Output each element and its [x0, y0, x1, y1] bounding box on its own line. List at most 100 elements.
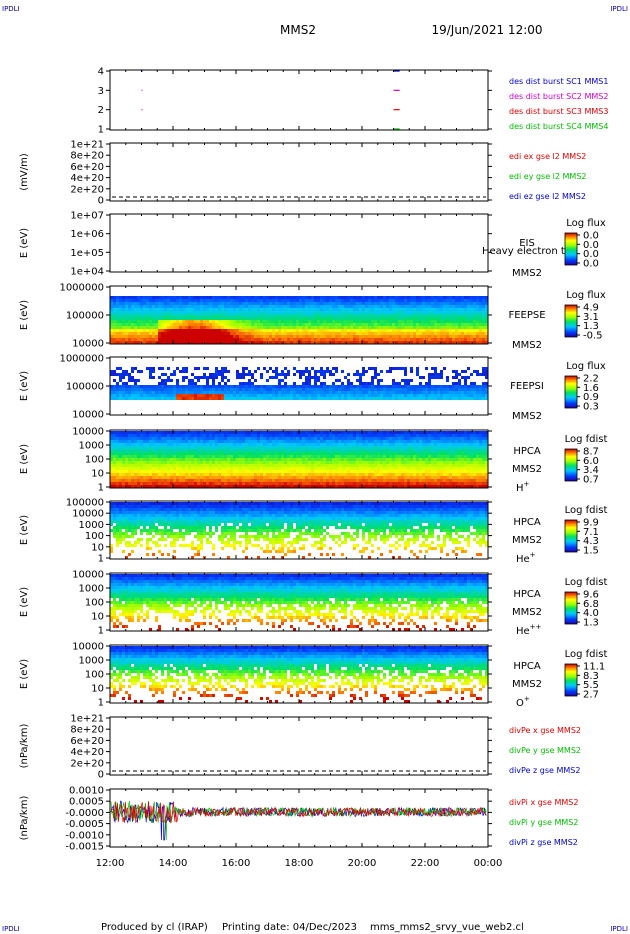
species-charge: +: [524, 695, 530, 703]
colorbar-tick-label-p7: 7.1: [583, 527, 599, 538]
y-tick-label-p11: 0.0005: [69, 797, 104, 808]
colorbar-tick-label-p3: 0.0: [583, 259, 599, 270]
panel-p4: 1000000 100000 10000 E (eV) FEEPSE MMS2 Log fl…: [19, 283, 606, 352]
spacecraft-label-p8: MMS2: [512, 607, 542, 618]
y-tick-label-p8: 1000: [79, 584, 104, 595]
panel-p5: 1000000 100000 10000 E (eV) FEEPSI MMS2 Log fl…: [19, 354, 606, 423]
species-label-p8: He++: [516, 623, 542, 637]
y-tick-label-p9: 100: [85, 670, 104, 681]
panel-p6: 10000 1000 100 10 1 E (eV) HPCA MMS2 H+ Log fdist…: [19, 427, 607, 495]
legend-entry-p1: des dist burst SC4 MMS4: [509, 122, 608, 131]
colorbar-tick-label-p4: -0.5: [583, 331, 603, 342]
colorbar-tick-label-p5: 1.6: [583, 383, 599, 394]
y-tick-label-p9: 10000: [72, 642, 104, 653]
x-tick-label: 18:00: [285, 858, 314, 869]
y-axis-label-p9: E (eV): [19, 659, 30, 689]
y-tick-label-p8: 100: [85, 598, 104, 609]
colorbar-tick-label-p3: 0.0: [583, 240, 599, 251]
y-tick-label-p11: -0.0015: [65, 842, 104, 853]
y-axis-label-p3: E (eV): [19, 228, 30, 258]
y-tick-label-p11: -0.0000: [65, 808, 104, 819]
y-tick-label-p6: 10000: [72, 427, 104, 438]
species-charge: +: [524, 480, 530, 488]
y-tick-label-p9: 10: [91, 684, 104, 695]
legend-entry-p10: divPe y gse MMS2: [509, 746, 581, 755]
corner-label-top-left: IPDLI: [2, 5, 20, 13]
y-tick-label-p6: 1: [98, 483, 104, 494]
y-tick-label-p9: 1000: [79, 656, 104, 667]
colorbar-tick-label-p6: 8.7: [583, 447, 599, 458]
frame-p1: [109, 69, 489, 131]
instrument-label-p5: FEEPSI: [510, 381, 544, 392]
legend-entry-p11: divPi x gse MMS2: [509, 798, 578, 807]
legend-entry-p11: divPi z gse MMS2: [509, 838, 578, 847]
instrument-label-p9: HPCA: [513, 661, 541, 672]
y-tick-label-p3: 1e+04: [70, 267, 104, 278]
colorbar-tick-label-p3: 0.0: [583, 249, 599, 260]
colorbar-tick-label-p5: 0.9: [583, 392, 599, 403]
legend-entry-p2: edi ex gse l2 MMS2: [509, 152, 586, 161]
y-tick-label-p5: 100000: [66, 382, 104, 393]
colorbar-tick-label-p9: 2.7: [583, 690, 599, 701]
colorbar-tick-label-p5: 2.2: [583, 374, 599, 385]
y-tick-label-p3: 1e+07: [70, 211, 104, 222]
x-tick-label: 20:00: [348, 858, 377, 869]
spectrogram-p5: [110, 367, 488, 400]
colorbar-tick-label-p9: 11.1: [583, 662, 605, 673]
y-tick-label-p7: 100000: [66, 498, 104, 509]
frame-p10: [109, 716, 489, 776]
y-tick-label-p7: 100: [85, 531, 104, 542]
species-label-p6: H+: [516, 480, 530, 494]
colorbar-tick-label-p6: 3.4: [583, 465, 599, 476]
panel-p8: 10000 1000 100 10 1 E (eV) HPCA MMS2 He++ Log fdi…: [19, 570, 607, 638]
spectrogram-p6: [110, 431, 488, 488]
colorbar-tick-label-p6: 0.7: [583, 475, 599, 486]
x-tick-label: 12:00: [96, 858, 125, 869]
legend-entry-p10: divPe x gse MMS2: [509, 726, 581, 735]
y-tick-label-p9: 1: [98, 698, 104, 709]
time-axis: 12:00 14:00 16:00 18:00 20:00 22:00 00:00: [96, 858, 503, 869]
colorbar-title-p7: Log fdist: [565, 505, 608, 516]
colorbar-tick-label-p4: 4.9: [583, 303, 599, 314]
subtitle-label-p3: Heavy electron to: [482, 246, 571, 257]
legend-entry-p2: edi ez gse l2 MMS2: [509, 192, 586, 201]
series-line-divPi-x-gse-MMS2: [110, 801, 487, 824]
colorbar-tick-label-p7: 1.5: [583, 546, 599, 557]
spacecraft-title: MMS2: [280, 23, 316, 37]
legend-entry-p10: divPe z gse MMS2: [509, 766, 580, 775]
y-tick-label-p8: 10000: [72, 570, 104, 581]
panel-p1: 4 3 2 1 des dist burst SC1 MMS1 des dist burs…: [98, 67, 609, 136]
y-axis-label-p11: (nPa/km): [19, 796, 30, 841]
y-tick-label-p1: 1: [98, 125, 104, 136]
y-axis-label-p8: E (eV): [19, 587, 30, 617]
legend-entry-p1: des dist burst SC3 MMS3: [509, 107, 608, 116]
y-tick-label-p11: -0.0010: [65, 830, 104, 841]
instrument-label-p6: HPCA: [513, 446, 541, 457]
colorbar-title-p8: Log fdist: [565, 577, 608, 588]
y-tick-label-p10: 6e+20: [70, 736, 104, 747]
y-tick-label-p7: 1000: [79, 520, 104, 531]
y-tick-label-p10: 8e+20: [70, 725, 104, 736]
colorbar-tick-label-p5: 0.3: [583, 402, 599, 413]
spacecraft-label-p9: MMS2: [512, 679, 542, 690]
footer-file-name: mms_mms2_srvy_vue_web2.cl: [370, 922, 524, 933]
colorbar-title-p3: Log flux: [566, 218, 606, 229]
y-tick-label-p8: 1: [98, 626, 104, 637]
spacecraft-label-p7: MMS2: [512, 535, 542, 546]
y-tick-label-p6: 1000: [79, 441, 104, 452]
y-tick-label-p10: 2e+20: [70, 758, 104, 769]
y-tick-label-p1: 4: [98, 67, 104, 78]
y-tick-label-p1: 2: [98, 105, 104, 116]
y-tick-label-p11: -0.0005: [65, 819, 104, 830]
y-tick-label-p2: 2e+20: [70, 184, 104, 195]
footer-printing-date: Printing date: 04/Dec/2023: [222, 922, 357, 933]
corner-label-top-right: IPDLI: [610, 5, 628, 13]
y-tick-label-p6: 100: [85, 455, 104, 466]
y-tick-label-p3: 1e+05: [70, 248, 104, 259]
date-title: 19/Jun/2021 12:00: [431, 23, 542, 37]
panel-p9: 10000 1000 100 10 1 E (eV) HPCA MMS2 O+ Log fdist…: [19, 642, 607, 710]
colorbar-tick-label-p6: 6.0: [583, 456, 599, 467]
